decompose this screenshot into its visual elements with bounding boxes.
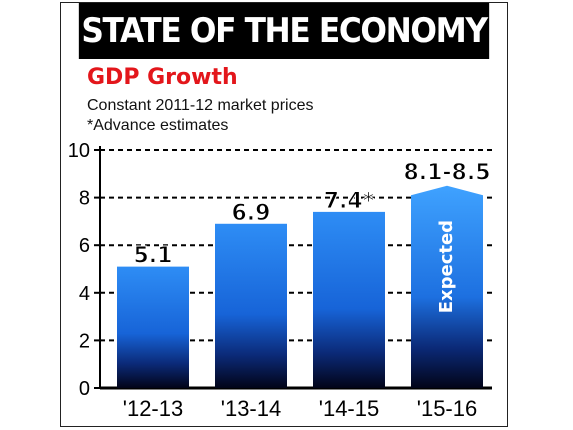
chart-title: GDP Growth (87, 65, 238, 90)
banner-title: STATE OF THE ECONOMY (78, 3, 490, 59)
data-label: 6.9 (232, 201, 271, 226)
bar (215, 223, 287, 388)
bar (117, 266, 189, 388)
chart-subtitle: Constant 2011-12 market prices (87, 97, 314, 114)
bar-projected (411, 185, 483, 388)
y-tick-label: 0 (79, 378, 90, 400)
x-tick-label: '13-14 (221, 396, 281, 421)
x-tick-label: '15-16 (417, 396, 477, 421)
data-label: 8.1-8.5 (403, 161, 490, 186)
data-label: 5.1 (134, 244, 173, 269)
x-tick-label: '12-13 (123, 396, 183, 421)
data-label: 7.4* (324, 189, 375, 214)
y-tick-label: 4 (79, 283, 90, 305)
y-tick-label: 2 (79, 330, 90, 352)
bar-annotation: Expected (436, 220, 457, 313)
y-tick-label: 10 (68, 140, 90, 162)
x-tick-label: '14-15 (319, 396, 379, 421)
bar (313, 211, 385, 388)
chart-footnote: *Advance estimates (87, 117, 229, 134)
y-tick-label: 8 (79, 188, 90, 210)
y-tick-label: 6 (79, 235, 90, 257)
